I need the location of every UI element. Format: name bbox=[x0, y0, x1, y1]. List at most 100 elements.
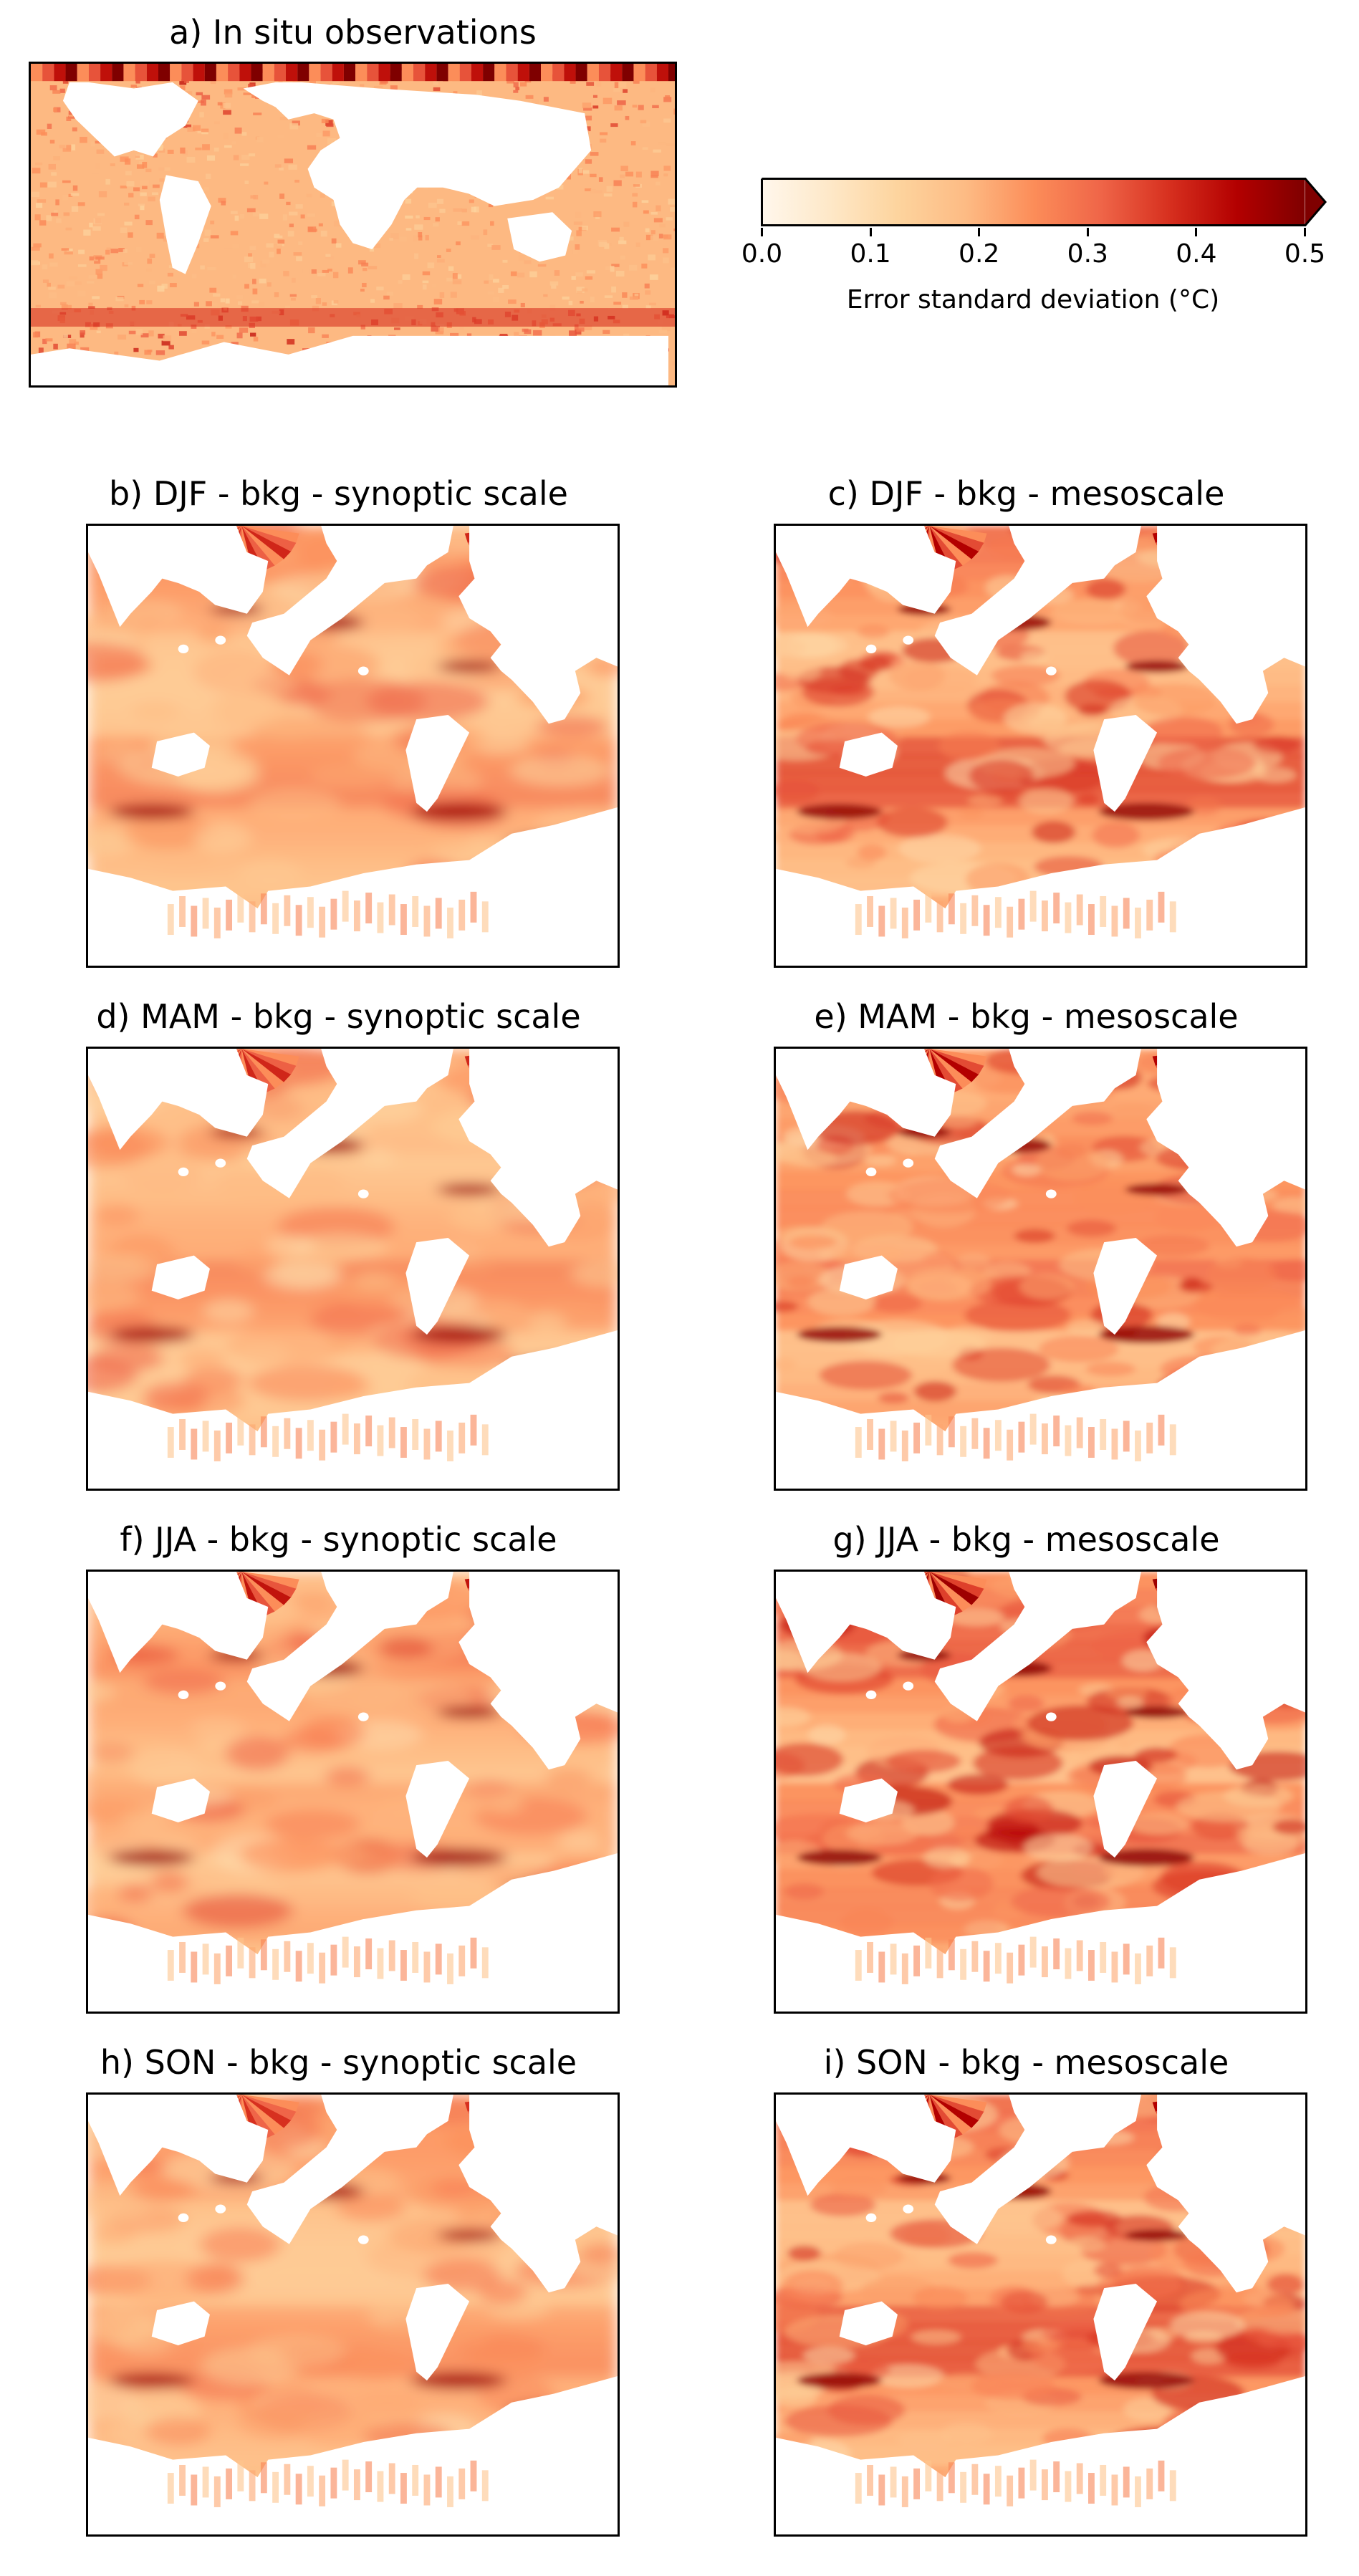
arctic-strip bbox=[88, 64, 101, 82]
field-blob bbox=[264, 1261, 342, 1291]
arctic-strip bbox=[77, 64, 89, 82]
obs-cell bbox=[368, 266, 378, 269]
field-blob bbox=[1105, 1684, 1148, 1701]
arctic-strip bbox=[425, 64, 437, 82]
obs-cell bbox=[167, 272, 173, 277]
obs-cell bbox=[543, 294, 548, 297]
obs-cell bbox=[325, 254, 331, 257]
streak bbox=[423, 1428, 431, 1460]
field-blob bbox=[776, 779, 820, 802]
obs-cell bbox=[325, 120, 333, 126]
obs-cell bbox=[39, 220, 47, 226]
obs-cell bbox=[88, 302, 93, 309]
obs-cell bbox=[163, 236, 168, 242]
obs-cell bbox=[453, 208, 462, 212]
obs-cell bbox=[158, 167, 168, 171]
field-blob bbox=[233, 1342, 291, 1365]
field-blob bbox=[1011, 1885, 1110, 1918]
streak bbox=[867, 895, 873, 927]
obs-cell bbox=[62, 148, 71, 152]
field-blob bbox=[1267, 2274, 1305, 2295]
obs-cell bbox=[619, 82, 627, 88]
obs-cell bbox=[414, 253, 419, 259]
arctic-strip bbox=[401, 64, 414, 82]
obs-cell bbox=[577, 290, 582, 294]
obs-cell bbox=[137, 284, 144, 287]
obs-cell bbox=[69, 339, 77, 345]
streak bbox=[388, 894, 395, 926]
streak bbox=[1088, 1950, 1095, 1981]
obs-cell bbox=[61, 248, 69, 251]
arctic-strip bbox=[170, 64, 182, 82]
streak bbox=[901, 907, 908, 938]
obs-cell bbox=[201, 95, 211, 100]
field-blob bbox=[527, 1311, 567, 1334]
obs-cell bbox=[433, 87, 441, 92]
streak bbox=[284, 895, 291, 926]
field-blob bbox=[88, 1887, 128, 1921]
obs-cell bbox=[153, 153, 158, 158]
obs-cell bbox=[423, 216, 431, 221]
obs-cell bbox=[62, 79, 69, 84]
streak bbox=[249, 1947, 256, 1979]
obs-cell bbox=[53, 343, 58, 350]
land-northLand2 bbox=[934, 1049, 1141, 1198]
streak bbox=[365, 1416, 373, 1447]
streak bbox=[960, 2471, 967, 2503]
obs-cell bbox=[439, 292, 445, 298]
field-blob bbox=[973, 1746, 1063, 1780]
obs-cell bbox=[213, 293, 221, 297]
obs-cell bbox=[413, 235, 418, 242]
streak bbox=[435, 1943, 442, 1975]
field-blob bbox=[830, 683, 867, 697]
obs-cell bbox=[158, 145, 164, 150]
obs-cell bbox=[47, 282, 51, 287]
streak bbox=[481, 901, 489, 933]
land bbox=[243, 82, 592, 250]
fan-wedge bbox=[929, 526, 987, 543]
arctic-strip bbox=[598, 64, 611, 82]
obs-cell bbox=[650, 235, 659, 241]
streak bbox=[925, 1414, 932, 1446]
obs-cell bbox=[454, 274, 462, 281]
obs-cell bbox=[623, 221, 630, 227]
obs-cell bbox=[224, 92, 233, 98]
obs-cell bbox=[650, 175, 658, 178]
obs-cell bbox=[264, 181, 269, 185]
field-blob bbox=[1112, 1103, 1154, 1120]
obs-cell bbox=[459, 327, 464, 330]
obs-cell bbox=[656, 181, 661, 186]
arctic-strip bbox=[193, 64, 205, 82]
obs-cell bbox=[186, 156, 196, 163]
streak bbox=[1007, 1429, 1014, 1461]
obs-cell bbox=[446, 249, 451, 252]
streak bbox=[284, 1941, 291, 1972]
obs-cell bbox=[663, 173, 668, 177]
obs-cell bbox=[51, 212, 59, 216]
field-blob bbox=[1032, 721, 1070, 741]
streak bbox=[260, 2462, 267, 2494]
obs-cell bbox=[648, 254, 656, 261]
land bbox=[159, 175, 211, 274]
obs-cell bbox=[461, 221, 470, 226]
obs-cell bbox=[327, 138, 337, 145]
island bbox=[1236, 1110, 1247, 1120]
obs-cell bbox=[638, 105, 644, 110]
streak bbox=[400, 904, 407, 936]
obs-cell bbox=[414, 224, 423, 230]
obs-cell bbox=[307, 213, 316, 217]
field-blob bbox=[355, 2394, 421, 2418]
fan-wedge bbox=[929, 1049, 963, 1094]
field-blob bbox=[557, 1830, 602, 1855]
obs-cell bbox=[75, 281, 82, 285]
obs-cell bbox=[611, 264, 620, 267]
obs-cell bbox=[207, 267, 216, 271]
streak bbox=[1053, 1416, 1060, 1447]
obs-cell bbox=[645, 228, 650, 233]
obs-cell bbox=[37, 199, 47, 203]
obs-cell bbox=[643, 210, 649, 214]
land-northLand2 bbox=[934, 526, 1141, 676]
field-blob bbox=[865, 1155, 896, 1167]
panel-title-g: g) JJA - bkg - mesoscale bbox=[832, 1520, 1220, 1559]
obs-cell bbox=[87, 281, 95, 284]
